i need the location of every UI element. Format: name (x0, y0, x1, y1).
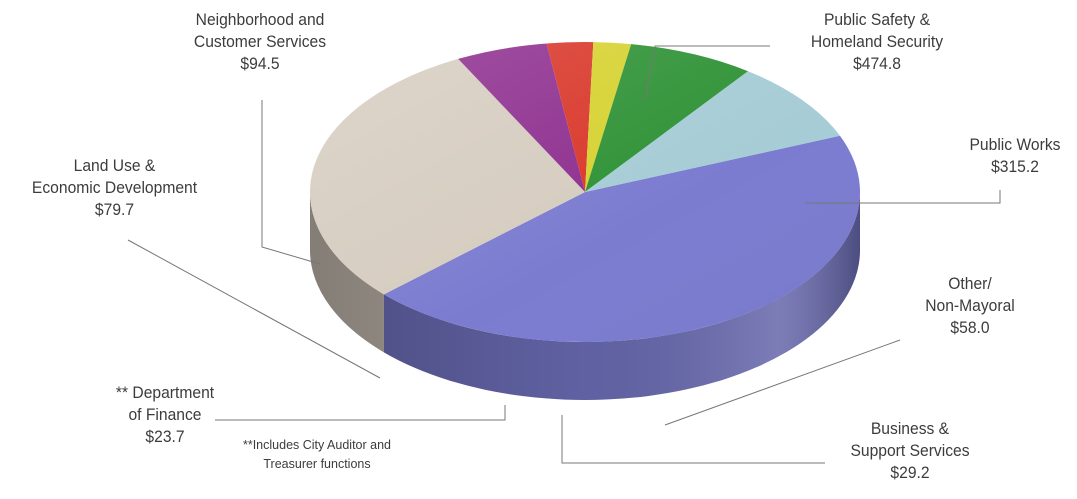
slice-value-land-use: $79.7 (94, 200, 135, 219)
slice-label-neighborhood: Neighborhood and Customer Services $94.5 (173, 9, 348, 75)
leader-line-land-use (127, 239, 381, 379)
slice-label-finance: ** Department of Finance $23.7 (91, 382, 238, 448)
slice-label-public-safety: Public Safety & Homeland Security $474.8 (780, 9, 973, 75)
slice-value-public-safety: $474.8 (853, 54, 901, 73)
leader-line-neighborhood (261, 100, 321, 265)
slice-value-other: $58.0 (950, 318, 990, 337)
leader-line-finance (215, 405, 506, 421)
slice-label-business: Business & Support Services $29.2 (827, 418, 993, 484)
slice-value-finance: $23.7 (145, 427, 185, 446)
slice-label-land-use: Land Use & Economic Development $79.7 (11, 155, 218, 221)
slice-label-other: Other/ Non-Mayoral $58.0 (910, 273, 1030, 339)
pie-rim-shading (310, 192, 860, 400)
leader-line-other (664, 339, 901, 426)
pie-top-sheen (310, 42, 860, 342)
slice-value-public-works: $315.2 (991, 157, 1039, 176)
finance-footnote: **Includes City Auditor and Treasurer fu… (242, 438, 391, 471)
leader-line-business (561, 415, 825, 464)
leader-line-public-works (805, 190, 1001, 204)
slice-value-business: $29.2 (890, 463, 930, 482)
slice-label-public-works: Public Works $315.2 (955, 134, 1075, 178)
slice-value-neighborhood: $94.5 (240, 54, 280, 73)
leader-line-public-safety (644, 45, 770, 101)
